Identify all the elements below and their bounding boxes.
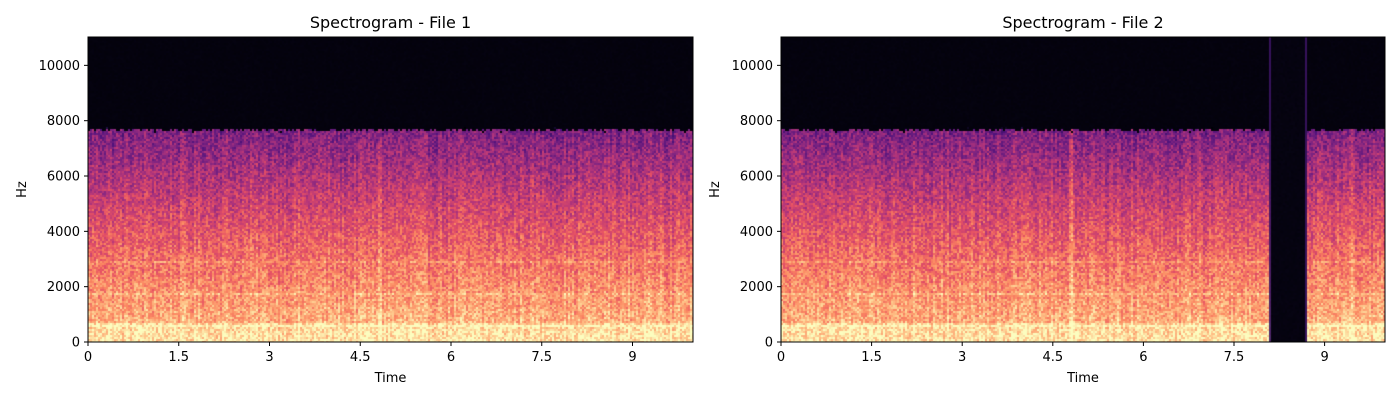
y-tick-label: 4000 <box>47 225 80 240</box>
x-tick-label: 7.5 <box>531 350 552 365</box>
spectrogram-panel-1: Spectrogram - File 1 0 1.5 3 4.5 6 7.5 9 0 2000 40… <box>15 13 694 386</box>
x-tick-label: 7.5 <box>1224 350 1245 365</box>
x-tick-label: 6 <box>1139 350 1147 365</box>
y-tick-label: 2000 <box>47 280 80 295</box>
x-tick-label: 0 <box>84 350 92 365</box>
spectrogram-panel-2: Spectrogram - File 2 0 1.5 3 4.5 6 7.5 9 0 2000 40… <box>708 13 1386 386</box>
x-tick-label: 9 <box>628 350 636 365</box>
y-axis-label: Hz <box>15 181 30 198</box>
y-tick-label: 6000 <box>740 170 773 185</box>
y-tick-label: 10000 <box>732 59 773 74</box>
x-axis-label: Time <box>1066 371 1099 386</box>
y-tick-label: 8000 <box>740 114 773 129</box>
y-axis-label: Hz <box>708 181 723 198</box>
y-tick-label: 2000 <box>740 280 773 295</box>
plot-frame <box>780 36 1386 343</box>
x-tick-label: 4.5 <box>350 350 371 365</box>
y-tick-label: 0 <box>72 336 80 351</box>
y-tick-label: 10000 <box>39 59 80 74</box>
x-tick-label: 1.5 <box>861 350 882 365</box>
x-tick-label: 0 <box>777 350 785 365</box>
x-tick-label: 1.5 <box>168 350 189 365</box>
x-tick-label: 3 <box>265 350 273 365</box>
chart-title: Spectrogram - File 1 <box>310 13 471 32</box>
x-tick-label: 3 <box>958 350 966 365</box>
x-tick-label: 6 <box>447 350 455 365</box>
y-tick-label: 4000 <box>740 225 773 240</box>
y-tick-label: 0 <box>765 336 773 351</box>
spectrogram-image <box>781 37 1385 342</box>
x-tick-label: 9 <box>1320 350 1328 365</box>
spectrogram-image <box>88 37 693 342</box>
x-axis-label: Time <box>374 371 407 386</box>
y-tick-label: 6000 <box>47 170 80 185</box>
plot-frame <box>87 36 694 343</box>
x-tick-label: 4.5 <box>1042 350 1063 365</box>
chart-title: Spectrogram - File 2 <box>1002 13 1163 32</box>
y-tick-label: 8000 <box>47 114 80 129</box>
